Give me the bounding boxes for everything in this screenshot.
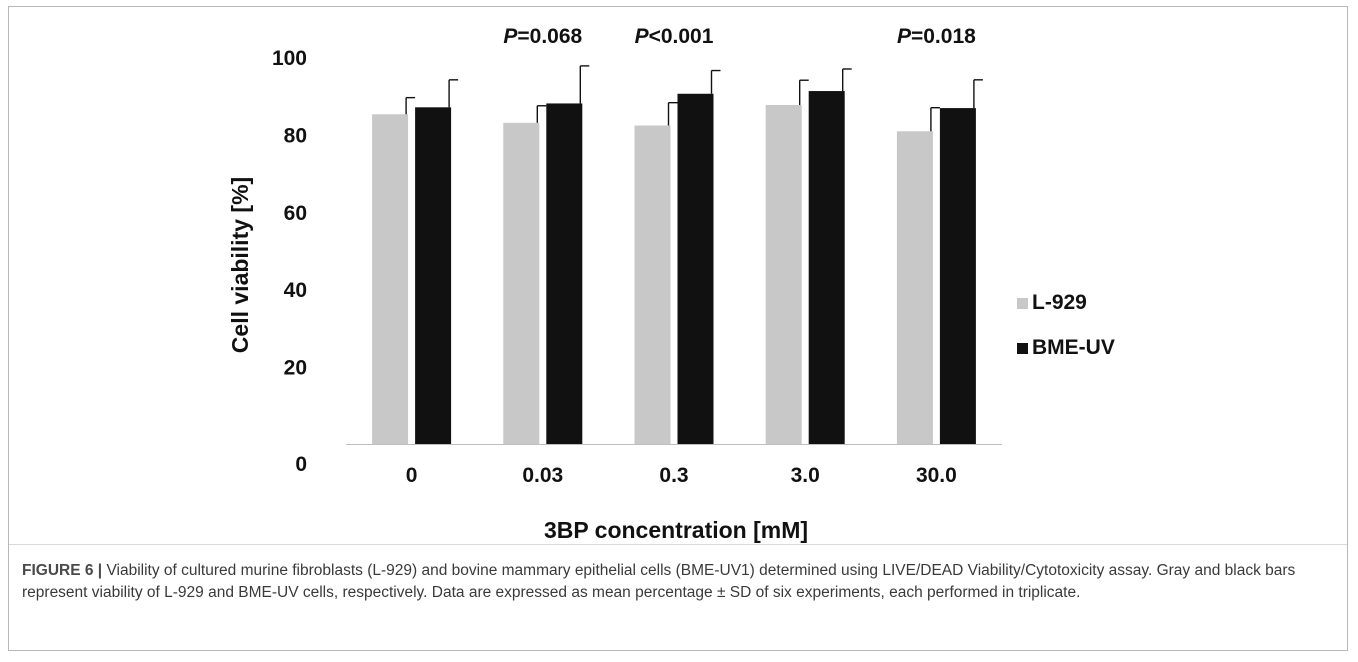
caption-label: FIGURE 6 | (22, 562, 103, 579)
p-value-annotation: P=0.068 (503, 25, 582, 48)
bar-l-929 (896, 131, 933, 444)
p-value-annotation: P<0.001 (635, 25, 714, 48)
y-tick-labels: 0 20 40 60 80 100 (272, 47, 307, 476)
legend-swatch-l-929 (1017, 298, 1028, 309)
bar-bme-uv (677, 93, 714, 444)
x-tick-label: 3.0 (791, 464, 820, 487)
x-axis-label: 3BP concentration [mM] (544, 517, 808, 543)
bar-chart: 0 20 40 60 80 100 0 0.03 0.3 3.0 30.0 P=0.068 P<0.… (227, 25, 1115, 543)
y-tick-label: 60 (284, 202, 307, 225)
y-tick-label: 40 (284, 279, 307, 302)
x-tick-label: 0 (406, 464, 418, 487)
x-tick-label: 0.3 (659, 464, 688, 487)
error-bars (405, 65, 983, 132)
caption-text: Viability of cultured murine fibroblasts… (22, 562, 1296, 601)
x-tick-label: 0.03 (522, 464, 563, 487)
y-tick-label: 100 (272, 47, 307, 70)
legend-label-l-929: L-929 (1032, 291, 1087, 314)
p-value-annotation: P=0.018 (897, 25, 976, 48)
bar-l-929 (634, 125, 671, 445)
y-axis-label: Cell viability [%] (227, 177, 253, 353)
bar-l-929 (372, 114, 409, 444)
bar-l-929 (503, 122, 540, 444)
bars (372, 91, 976, 445)
bar-bme-uv (939, 108, 976, 445)
p-value-annotations: P=0.068 P<0.001 P=0.018 (503, 25, 976, 48)
x-tick-label: 30.0 (916, 464, 957, 487)
bar-bme-uv (546, 103, 583, 444)
bar-bme-uv (808, 91, 845, 444)
y-tick-label: 0 (295, 453, 307, 476)
legend-swatch-bme-uv (1017, 343, 1028, 354)
bar-l-929 (765, 104, 802, 444)
y-tick-label: 80 (284, 124, 307, 147)
bar-bme-uv (415, 107, 452, 444)
legend: L-929 BME-UV (1017, 291, 1115, 359)
figure-caption: FIGURE 6 | Viability of cultured murine … (22, 560, 1338, 604)
y-tick-label: 20 (284, 357, 307, 380)
x-tick-labels: 0 0.03 0.3 3.0 30.0 (406, 464, 957, 487)
caption-separator (9, 544, 1347, 545)
legend-label-bme-uv: BME-UV (1032, 336, 1115, 359)
